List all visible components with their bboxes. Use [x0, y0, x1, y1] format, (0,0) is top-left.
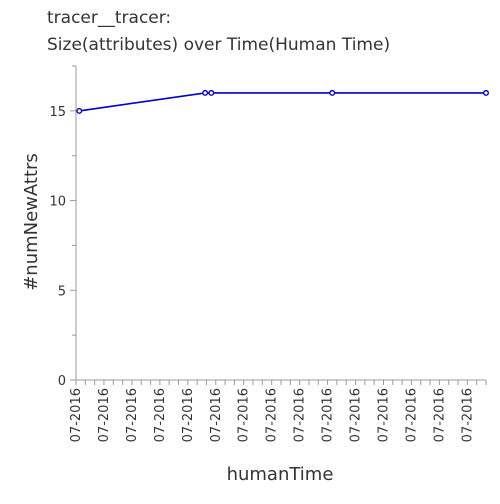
series-layer — [76, 89, 490, 114]
data-point — [202, 89, 209, 96]
data-point — [76, 107, 83, 114]
x-tick-label: 07-2016 — [97, 388, 112, 442]
chart-subtitle: Size(attributes) over Time(Human Time) — [47, 35, 390, 55]
y-tick-label: 15 — [49, 105, 66, 120]
x-tick-label: 07-2016 — [321, 388, 336, 442]
x-axis-label: humanTime — [227, 464, 334, 485]
data-point — [483, 89, 490, 96]
x-tick-label: 07-2016 — [153, 388, 168, 442]
x-tick-label: 07-2016 — [181, 388, 196, 442]
y-tick-label: 5 — [58, 284, 66, 299]
data-point — [208, 89, 215, 96]
x-tick-label: 07-2016 — [460, 388, 475, 442]
y-tick-label: 0 — [58, 374, 66, 389]
x-tick-label: 07-2016 — [293, 388, 308, 442]
series-line — [79, 92, 486, 112]
y-tick-label: 10 — [49, 195, 66, 210]
y-axis-label: #numNewAttrs — [21, 153, 42, 291]
x-tick-label: 07-2016 — [377, 388, 392, 442]
x-axis: 07-2016 07-2016 07-2016 07-2016 07-2016 07-20… — [69, 379, 487, 442]
x-tick-label: 07-2016 — [209, 388, 224, 442]
y-axis: 0 5 10 15 — [49, 65, 77, 389]
x-tick-label: 07-2016 — [404, 388, 419, 442]
x-tick-label: 07-2016 — [265, 388, 280, 442]
x-tick-label: 07-2016 — [69, 388, 84, 442]
chart-title: tracer__tracer: — [47, 8, 171, 28]
data-point — [329, 89, 336, 96]
x-tick-label: 07-2016 — [125, 388, 140, 442]
x-tick-label: 07-2016 — [349, 388, 364, 442]
x-tick-label: 07-2016 — [237, 388, 252, 442]
x-tick-label: 07-2016 — [432, 388, 447, 442]
